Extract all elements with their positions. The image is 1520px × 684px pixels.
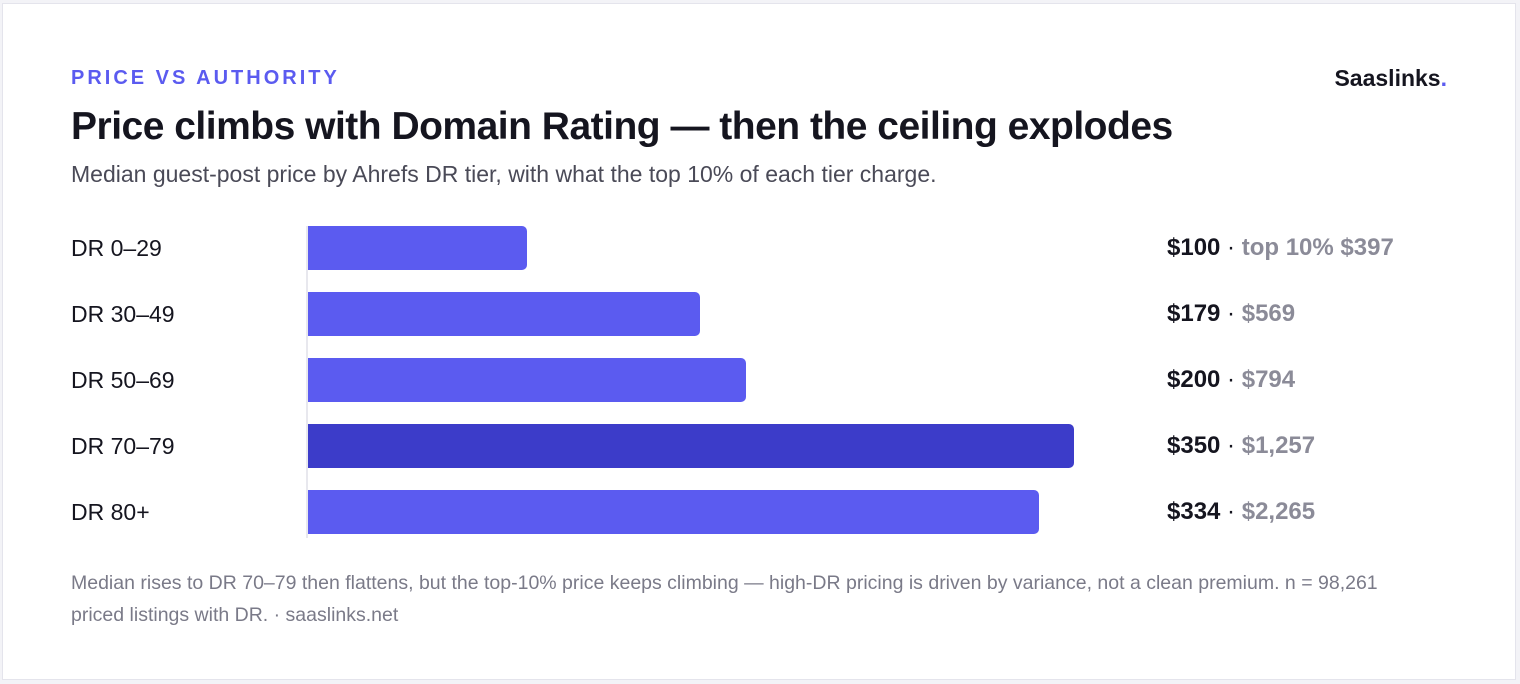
value-label: $179 · $569 [1167,299,1295,329]
value-label: $350 · $1,257 [1167,431,1315,461]
median-value: $200 [1167,366,1221,393]
chart-title: Price climbs with Domain Rating — then t… [71,105,1173,148]
brand-logo[interactable]: Saaslinks. [1334,64,1447,92]
top10-value: $1,257 [1241,432,1316,459]
baseline-axis [306,226,308,538]
category-label: DR 80+ [71,499,150,525]
value-separator: · [1220,366,1242,393]
category-label: DR 30–49 [71,301,175,327]
category-label: DR 0–29 [71,235,162,261]
median-value: $350 [1167,432,1221,459]
category-label: DR 70–79 [71,433,175,459]
value-label: $100 · top 10% $397 [1167,233,1394,263]
brand-name: Saaslinks [1334,65,1441,91]
chart-card: PRICE VS AUTHORITY Saaslinks. Price clim… [2,3,1516,680]
value-separator: · [1220,498,1242,525]
value-separator: · [1220,300,1242,327]
chart-footnote: Median rises to DR 70–79 then flattens, … [71,572,1378,626]
median-bar[interactable] [308,358,746,402]
top10-value: $569 [1241,300,1296,327]
top10-value: $794 [1241,366,1296,393]
bar-chart: DR 0–29 $100 · top 10% $397 DR 30–49 $179 ·… [3,4,1517,681]
category-label: DR 50–69 [71,367,175,393]
value-label: $200 · $794 [1167,365,1295,395]
value-separator: · [1220,432,1242,459]
median-value: $334 [1167,498,1221,525]
value-label: $334 · $2,265 [1167,497,1315,527]
median-bar[interactable] [308,424,1074,468]
top10-value: $2,265 [1241,498,1316,525]
median-bar[interactable] [308,490,1039,534]
brand-dot: . [1440,65,1447,91]
median-value: $179 [1167,300,1221,327]
value-separator: · [1220,234,1242,261]
chart-subtitle: Median guest-post price by Ahrefs DR tie… [71,161,937,187]
median-value: $100 [1167,234,1221,261]
median-bar[interactable] [308,292,700,336]
median-bar[interactable] [308,226,527,270]
top10-value: top 10% $397 [1241,234,1394,261]
eyebrow-label: PRICE VS AUTHORITY [71,67,340,89]
